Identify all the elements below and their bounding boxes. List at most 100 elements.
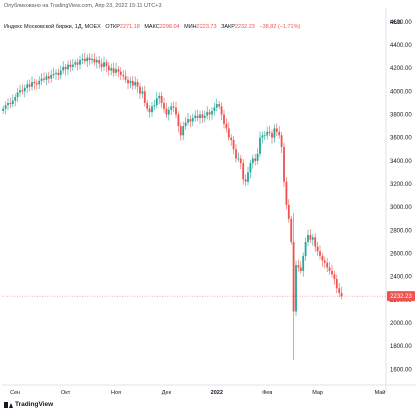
candle-body bbox=[218, 104, 221, 107]
candle-body bbox=[26, 84, 29, 88]
candle-body bbox=[129, 80, 132, 84]
candle-body bbox=[50, 75, 53, 79]
candle-body bbox=[206, 112, 209, 116]
candle-body bbox=[283, 146, 285, 182]
candle-body bbox=[316, 246, 319, 252]
price-tick-label: 4000.00 bbox=[390, 89, 412, 95]
candle-body bbox=[225, 123, 228, 129]
candle-body bbox=[124, 76, 127, 80]
candle-body bbox=[100, 63, 103, 67]
close-value: 2232.23 bbox=[234, 24, 255, 30]
candle-body bbox=[76, 62, 79, 65]
candle-body bbox=[40, 78, 43, 81]
candle-body bbox=[271, 133, 273, 138]
candle-body bbox=[179, 126, 182, 136]
candle-body bbox=[119, 71, 122, 76]
candle-body bbox=[182, 126, 185, 136]
candle-body bbox=[105, 62, 108, 66]
time-tick-label: Сен bbox=[10, 390, 20, 396]
candle-body bbox=[208, 112, 211, 115]
candle-body bbox=[175, 107, 177, 115]
candle-body bbox=[93, 58, 96, 63]
price-tick-label: 2000.00 bbox=[390, 321, 412, 327]
price-tick-label: 3000.00 bbox=[390, 205, 412, 211]
candle-body bbox=[127, 79, 129, 84]
symbol-title[interactable]: Индекс Московской биржи, 1Д, MOEX bbox=[4, 24, 101, 30]
candle-body bbox=[88, 57, 91, 61]
candle-body bbox=[292, 241, 295, 312]
candle-body bbox=[139, 86, 141, 94]
candle-body bbox=[83, 58, 86, 62]
candle-body bbox=[177, 114, 180, 127]
time-tick-label: Мар bbox=[312, 390, 323, 396]
candle-body bbox=[112, 68, 115, 73]
candle-body bbox=[86, 57, 89, 62]
price-tick-label: 4200.00 bbox=[390, 66, 412, 72]
candle-body bbox=[326, 262, 329, 268]
time-tick-label: Ноя bbox=[111, 390, 121, 396]
candle-body bbox=[64, 66, 67, 70]
candle-body bbox=[235, 149, 237, 159]
candle-body bbox=[340, 292, 343, 297]
candle-body bbox=[55, 72, 57, 74]
candle-body bbox=[213, 107, 216, 112]
candle-body bbox=[79, 60, 81, 65]
candle-body bbox=[59, 70, 62, 76]
candle-body bbox=[134, 82, 137, 86]
candle-body bbox=[160, 95, 163, 103]
candle-body bbox=[278, 131, 281, 136]
price-tick-label: 1600.00 bbox=[390, 367, 412, 373]
candle-body bbox=[203, 115, 206, 118]
brand-name: TradingView bbox=[15, 401, 54, 408]
candle-body bbox=[199, 114, 201, 118]
tradingview-branding[interactable]: TradingView bbox=[4, 401, 53, 408]
candle-body bbox=[311, 237, 314, 240]
candle-body bbox=[335, 279, 338, 289]
candle-body bbox=[239, 158, 242, 164]
candle-body bbox=[244, 179, 247, 182]
chart-legend: Индекс Московской биржи, 1Д, MOEX ОТКР22… bbox=[4, 24, 300, 30]
candle-body bbox=[194, 115, 197, 118]
candle-body bbox=[256, 153, 259, 161]
tradingview-logo-icon bbox=[4, 401, 13, 408]
time-tick-label: Окт bbox=[61, 390, 71, 396]
candle-body bbox=[338, 288, 341, 293]
candle-body bbox=[249, 163, 252, 173]
price-tick-label: 2800.00 bbox=[390, 228, 412, 234]
candle-body bbox=[273, 128, 276, 138]
candle-body bbox=[107, 65, 110, 71]
candle-body bbox=[328, 267, 331, 271]
low-label: МИН bbox=[184, 24, 197, 30]
candle-body bbox=[115, 69, 117, 73]
candle-body bbox=[110, 68, 113, 71]
candle-body bbox=[69, 64, 72, 67]
time-tick-label: 2022 bbox=[211, 390, 223, 396]
candle-body bbox=[302, 255, 305, 271]
candle-body bbox=[242, 163, 245, 180]
price-tick-label: 3600.00 bbox=[390, 136, 412, 142]
candle-body bbox=[290, 218, 293, 242]
candle-body bbox=[122, 75, 125, 77]
candle-body bbox=[196, 115, 199, 118]
candle-body bbox=[201, 114, 204, 118]
candle-body bbox=[62, 66, 65, 71]
last-price-tag-label: 2232.23 bbox=[390, 294, 412, 300]
candle-body bbox=[45, 76, 48, 80]
candle-body bbox=[43, 78, 45, 80]
candle-body bbox=[4, 105, 7, 109]
candle-body bbox=[191, 117, 194, 122]
published-caption: Опубликовано на TradingView.com, Апр 23,… bbox=[4, 3, 162, 9]
candle-body bbox=[81, 58, 84, 61]
candle-body bbox=[237, 158, 240, 160]
time-tick-label: Май bbox=[375, 389, 386, 396]
candle-body bbox=[189, 119, 192, 122]
high-label: МАКС bbox=[144, 24, 160, 30]
candle-body bbox=[230, 137, 233, 140]
candle-body bbox=[261, 135, 264, 138]
candle-body bbox=[33, 82, 36, 84]
candle-body bbox=[148, 108, 151, 113]
candle-body bbox=[263, 135, 266, 137]
candle-body bbox=[223, 114, 225, 124]
candle-body bbox=[143, 91, 146, 103]
